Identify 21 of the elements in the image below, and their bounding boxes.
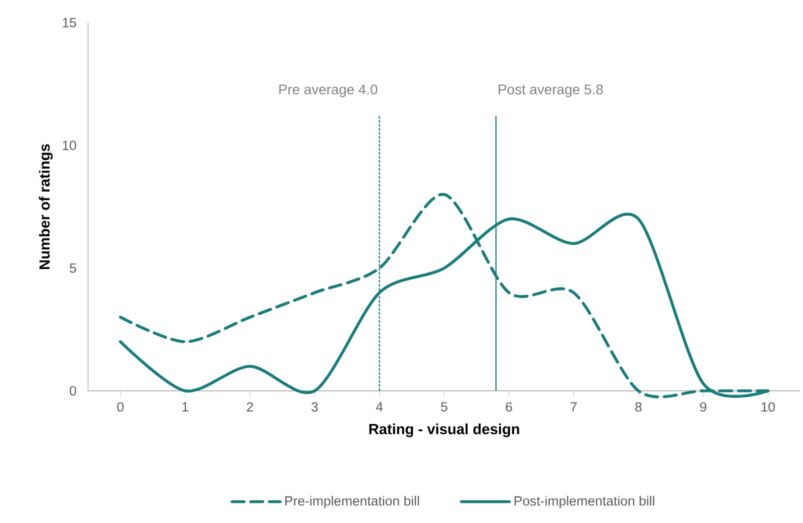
x-tick-label: 9 [700, 402, 706, 412]
y-axis-title: Number of ratings [38, 144, 53, 270]
ref-line-label: Post average 5.8 [498, 84, 603, 98]
x-tick-label: 3 [311, 402, 318, 412]
x-tick-label: 7 [570, 402, 577, 412]
legend-label: Pre-implementation bill [285, 496, 419, 508]
x-tick-label: 10 [762, 402, 775, 412]
x-tick-label: 4 [376, 402, 383, 412]
y-tick-label: 15 [62, 18, 76, 28]
y-tick-label: 5 [70, 264, 76, 273]
x-tick-label: 0 [117, 402, 124, 412]
x-tick-label: 1 [182, 402, 188, 412]
x-tick-label: 8 [635, 402, 642, 412]
x-tick-label: 6 [506, 402, 512, 412]
ref-line-label: Pre average 4.0 [279, 84, 378, 98]
y-tick-label: 10 [62, 140, 76, 150]
x-axis-title: Rating - visual design [369, 424, 520, 438]
y-tick-label: 0 [70, 386, 76, 396]
x-tick-label: 5 [441, 402, 448, 412]
legend-label: Post-implementation bill [514, 496, 654, 508]
x-tick-label: 2 [246, 402, 253, 412]
